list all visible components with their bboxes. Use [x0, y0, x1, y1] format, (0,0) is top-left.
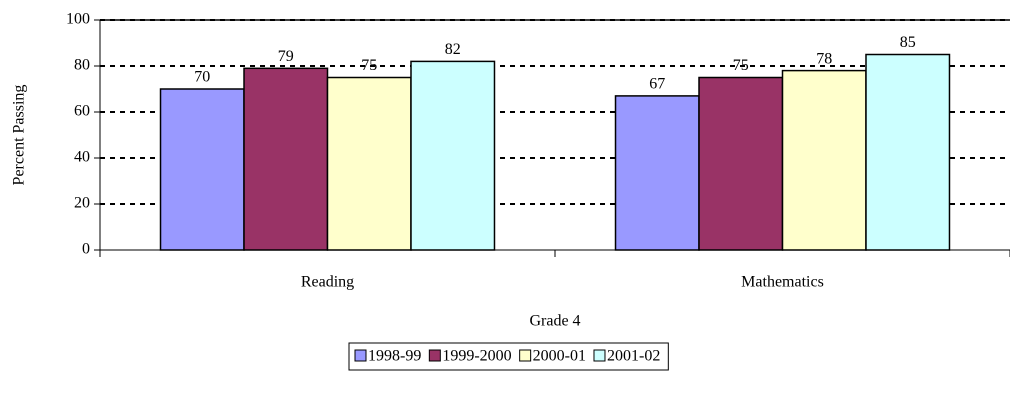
- y-tick-label: 0: [82, 241, 90, 258]
- bar: [781, 69, 867, 251]
- legend-label: 1998-99: [368, 348, 421, 365]
- x-tick-label: Reading: [301, 274, 354, 291]
- data-label: 82: [445, 41, 461, 58]
- y-tick-label: 20: [74, 195, 90, 212]
- legend-box: [348, 342, 669, 371]
- bar: [159, 88, 245, 251]
- bar: [410, 60, 496, 251]
- legend-swatch: [354, 349, 367, 362]
- x-axis-label: Grade 4: [529, 313, 580, 330]
- legend-label: 1999-2000: [442, 348, 511, 365]
- data-label: 67: [649, 76, 665, 93]
- bar: [865, 53, 951, 251]
- legend-swatch: [519, 349, 532, 362]
- legend-label: 2000-01: [533, 348, 586, 365]
- data-label: 70: [194, 69, 210, 86]
- y-axis-label: Percent Passing: [11, 85, 28, 186]
- bar: [326, 76, 412, 251]
- legend-swatch: [428, 349, 441, 362]
- data-label: 78: [816, 50, 832, 67]
- data-label: 85: [900, 34, 916, 51]
- y-tick-label: 60: [74, 103, 90, 120]
- x-tick-label: Mathematics: [741, 274, 824, 291]
- data-label: 79: [278, 48, 294, 65]
- y-tick-label: 100: [66, 11, 90, 28]
- bar: [614, 95, 700, 251]
- data-label: 75: [733, 57, 749, 74]
- legend-label: 2001-02: [607, 348, 660, 365]
- bar: [243, 67, 329, 251]
- data-label: 75: [361, 57, 377, 74]
- y-tick-label: 80: [74, 57, 90, 74]
- y-tick-label: 40: [74, 149, 90, 166]
- legend-swatch: [593, 349, 606, 362]
- bar: [698, 76, 784, 251]
